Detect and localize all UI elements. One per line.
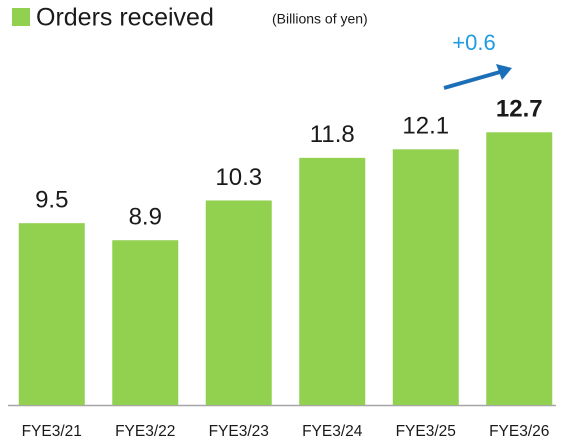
- x-tick-label: FYE3/23: [209, 423, 269, 440]
- value-label: 11.8: [310, 121, 355, 148]
- bar: [486, 132, 553, 406]
- bar: [392, 149, 459, 405]
- x-tick-label: FYE3/22: [115, 423, 175, 440]
- x-tick-label: FYE3/24: [302, 423, 363, 440]
- arrow-shaft: [443, 70, 501, 90]
- x-tick-label: FYE3/25: [396, 423, 456, 440]
- annotation: +0.6: [452, 30, 495, 55]
- legend-label: Orders received: [36, 4, 214, 32]
- value-label: 10.3: [215, 164, 262, 191]
- legend-swatch: [12, 8, 30, 26]
- x-tick-label: FYE3/21: [22, 423, 82, 440]
- bar: [18, 223, 85, 405]
- value-label: 8.9: [129, 204, 162, 231]
- x-tick-label: FYE3/26: [489, 423, 549, 440]
- arrow-head: [496, 64, 512, 80]
- bar: [205, 200, 272, 405]
- bar: [299, 157, 366, 405]
- unit-label: (Billions of yen): [272, 11, 368, 27]
- value-label: 12.7: [496, 96, 543, 123]
- value-label: 9.5: [35, 187, 68, 214]
- value-label: 12.1: [402, 113, 449, 140]
- bar: [112, 240, 179, 405]
